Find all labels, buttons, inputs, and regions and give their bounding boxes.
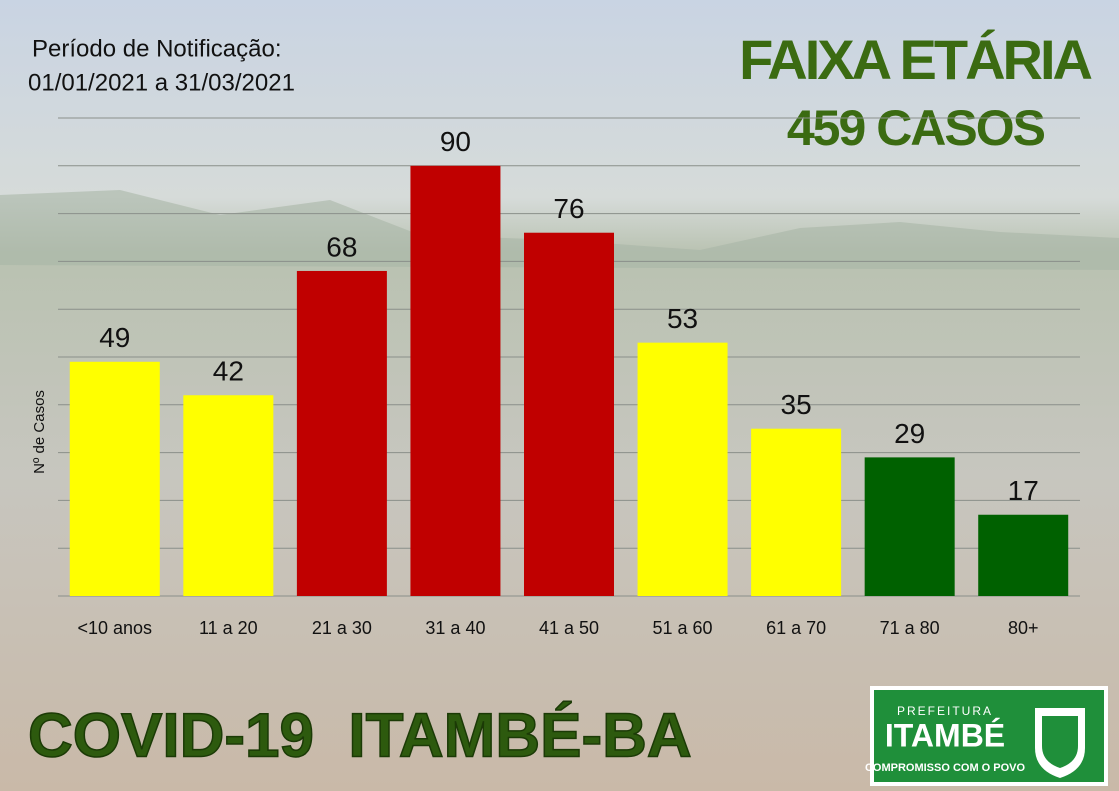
x-tick-label: 41 a 50 bbox=[539, 618, 599, 638]
chart-title: FAIXA ETÁRIA bbox=[739, 28, 1091, 91]
data-label: 53 bbox=[667, 303, 698, 334]
data-label: 29 bbox=[894, 418, 925, 449]
background-hills bbox=[0, 190, 1119, 270]
bar bbox=[978, 514, 1069, 596]
bar bbox=[637, 342, 728, 596]
data-label: 90 bbox=[440, 126, 471, 157]
bar bbox=[751, 428, 842, 596]
period: 01/01/2021 a 31/03/2021 bbox=[28, 69, 295, 96]
x-tick-label: 11 a 20 bbox=[199, 618, 258, 638]
chart-subtitle: 459 CASOS bbox=[787, 100, 1045, 156]
bar bbox=[410, 165, 501, 597]
logo-name: ITAMBÉ bbox=[885, 717, 1005, 753]
x-tick-label: 31 a 40 bbox=[425, 618, 485, 638]
bar bbox=[864, 457, 955, 596]
x-tick-label: <10 anos bbox=[77, 618, 152, 638]
data-label: 68 bbox=[326, 231, 357, 262]
data-label: 35 bbox=[781, 389, 812, 420]
data-label: 76 bbox=[553, 193, 584, 224]
logo-crest-inner bbox=[1042, 716, 1078, 768]
data-label: 17 bbox=[1008, 475, 1039, 506]
x-tick-label: 71 a 80 bbox=[880, 618, 940, 638]
x-tick-label: 80+ bbox=[1008, 618, 1039, 638]
x-tick-label: 61 a 70 bbox=[766, 618, 826, 638]
logo-top: PREFEITURA bbox=[897, 704, 993, 718]
footer-title: COVID-19 ITAMBÉ-BA bbox=[28, 701, 692, 770]
x-tick-label: 51 a 60 bbox=[653, 618, 713, 638]
y-axis-label: Nº de Casos bbox=[31, 390, 48, 474]
data-label: 49 bbox=[99, 322, 130, 353]
data-label: 42 bbox=[213, 356, 244, 387]
period-label: Período de Notificação: bbox=[32, 35, 281, 62]
logo: PREFEITURA ITAMBÉ COMPROMISSO COM O POVO bbox=[865, 686, 1108, 786]
bar bbox=[524, 232, 614, 596]
x-tick-label: 21 a 30 bbox=[312, 618, 372, 638]
bar bbox=[69, 361, 160, 596]
bar bbox=[296, 270, 387, 596]
logo-motto: COMPROMISSO COM O POVO bbox=[865, 762, 1026, 774]
bar bbox=[183, 395, 274, 596]
